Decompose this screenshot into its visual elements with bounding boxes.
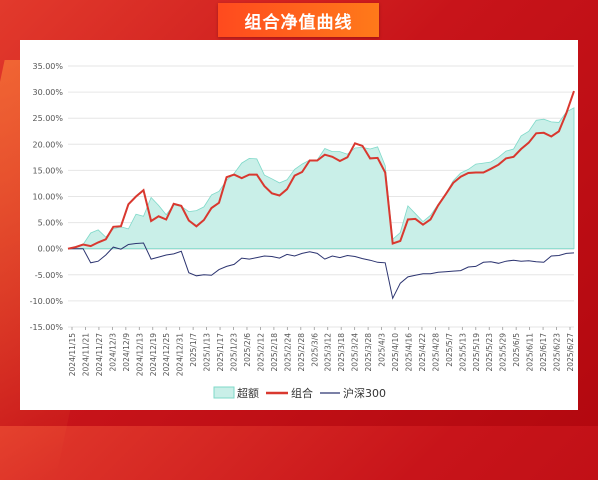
legend: 超额 组合 沪深300 <box>213 386 386 400</box>
series-excess-area <box>67 107 575 250</box>
x-tick-label: 2025/5/29 <box>499 333 508 372</box>
x-axis: 2024/11/15 2024/11/21 2024/11/27 2024/12/3 2… <box>68 327 575 376</box>
y-tick-label: 30.00% <box>32 88 63 97</box>
x-tick-label: 2025/4/16 <box>404 333 413 372</box>
x-tick-label: 2025/1/23 <box>230 333 239 372</box>
x-tick-label: 2024/11/21 <box>81 333 90 376</box>
x-tick-label: 2025/6/17 <box>539 333 548 372</box>
x-tick-label: 2025/3/18 <box>337 333 346 372</box>
x-tick-label: 2025/3/28 <box>364 333 373 372</box>
x-tick-label: 2024/12/31 <box>176 333 185 376</box>
y-tick-label: 15.00% <box>32 166 63 175</box>
chart-panel: 35.00% 30.00% 25.00% 20.00% 15.00% 10.00% 5.00… <box>20 40 578 410</box>
series-layer <box>67 90 575 300</box>
x-tick-label: 2025/5/7 <box>445 333 454 367</box>
x-tick-label: 2025/4/28 <box>431 333 440 372</box>
x-tick-label: 2025/6/23 <box>553 333 562 372</box>
x-tick-label: 2025/6/5 <box>512 333 521 367</box>
x-tick-label: 2025/6/11 <box>526 333 535 372</box>
x-tick-label: 2025/3/6 <box>310 333 319 367</box>
y-tick-label: 0.00% <box>38 245 64 254</box>
legend-swatch-excess <box>213 386 235 399</box>
x-tick-label: 2025/4/3 <box>378 333 387 367</box>
x-tick-label: 2025/3/12 <box>324 333 333 372</box>
x-tick-label: 2025/1/7 <box>189 333 198 367</box>
x-tick-label: 2025/4/10 <box>391 333 400 372</box>
x-tick-label: 2024/12/19 <box>149 333 158 376</box>
x-tick-label: 2025/3/24 <box>351 333 360 372</box>
x-tick-label: 2025/2/6 <box>243 333 252 367</box>
series-portfolio-line <box>67 90 575 250</box>
x-tick-label: 2025/2/28 <box>297 333 306 372</box>
y-tick-label: 5.00% <box>38 219 64 228</box>
x-tick-label: 2024/11/27 <box>95 333 104 376</box>
x-tick-label: 2025/1/13 <box>203 333 212 372</box>
x-tick-label: 2025/6/27 <box>566 333 575 372</box>
series-csi300-line <box>68 242 575 300</box>
x-tick-label: 2025/1/17 <box>216 333 225 372</box>
line-chart: 35.00% 30.00% 25.00% 20.00% 15.00% 10.00% 5.00… <box>30 62 575 400</box>
y-tick-label: -5.00% <box>35 271 64 280</box>
y-tick-label: 20.00% <box>32 140 63 149</box>
y-tick-label: -15.00% <box>30 323 64 332</box>
y-tick-label: 35.00% <box>32 62 63 71</box>
x-tick-label: 2025/5/19 <box>472 333 481 372</box>
x-tick-label: 2024/12/13 <box>135 333 144 376</box>
x-tick-label: 2025/4/22 <box>418 333 427 372</box>
y-axis: 35.00% 30.00% 25.00% 20.00% 15.00% 10.00% 5.00… <box>30 62 64 332</box>
x-tick-label: 2025/2/12 <box>256 333 265 372</box>
y-tick-label: 25.00% <box>32 114 63 123</box>
x-tick-label: 2024/11/15 <box>68 333 77 376</box>
chart-title: 组合净值曲线 <box>218 3 379 37</box>
x-tick-label: 2025/5/13 <box>458 333 467 372</box>
legend-label-excess: 超额 <box>237 386 259 400</box>
x-tick-label: 2024/12/3 <box>108 333 117 372</box>
y-tick-label: -10.00% <box>30 297 64 306</box>
x-tick-label: 2025/5/23 <box>485 333 494 372</box>
x-tick-label: 2024/12/9 <box>122 333 131 372</box>
y-tick-label: 10.00% <box>32 193 63 202</box>
legend-label-csi300: 沪深300 <box>343 386 386 400</box>
x-tick-label: 2025/2/18 <box>270 333 279 372</box>
legend-label-portfolio: 组合 <box>291 386 313 400</box>
x-tick-label: 2024/12/25 <box>162 333 171 376</box>
x-tick-label: 2025/2/24 <box>283 333 292 372</box>
